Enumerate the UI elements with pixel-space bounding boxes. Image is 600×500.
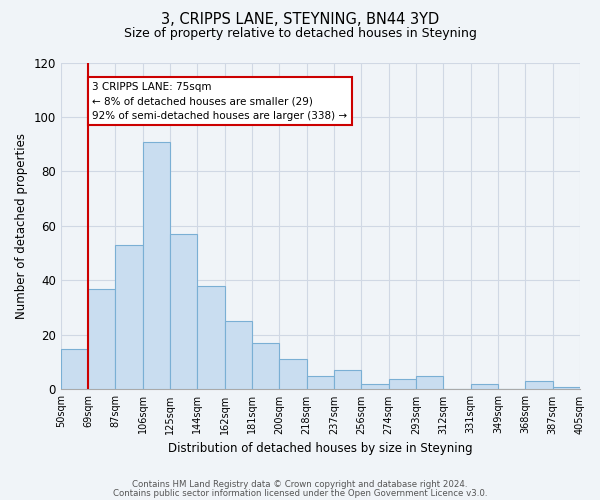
Bar [553,386,580,390]
Bar [334,370,361,390]
Bar [115,245,143,390]
Text: 3, CRIPPS LANE, STEYNING, BN44 3YD: 3, CRIPPS LANE, STEYNING, BN44 3YD [161,12,439,28]
Bar [170,234,197,390]
Bar [470,384,498,390]
X-axis label: Distribution of detached houses by size in Steyning: Distribution of detached houses by size … [168,442,473,455]
Text: 3 CRIPPS LANE: 75sqm
← 8% of detached houses are smaller (29)
92% of semi-detach: 3 CRIPPS LANE: 75sqm ← 8% of detached ho… [92,82,347,121]
Bar [416,376,443,390]
Bar [225,322,252,390]
Y-axis label: Number of detached properties: Number of detached properties [15,133,28,319]
Bar [252,343,280,390]
Bar [88,288,115,390]
Bar [526,382,553,390]
Bar [307,376,334,390]
Bar [389,378,416,390]
Text: Contains HM Land Registry data © Crown copyright and database right 2024.: Contains HM Land Registry data © Crown c… [132,480,468,489]
Bar [197,286,225,390]
Text: Contains public sector information licensed under the Open Government Licence v3: Contains public sector information licen… [113,490,487,498]
Text: Size of property relative to detached houses in Steyning: Size of property relative to detached ho… [124,28,476,40]
Bar [143,142,170,390]
Bar [361,384,389,390]
Bar [61,348,88,390]
Bar [280,360,307,390]
